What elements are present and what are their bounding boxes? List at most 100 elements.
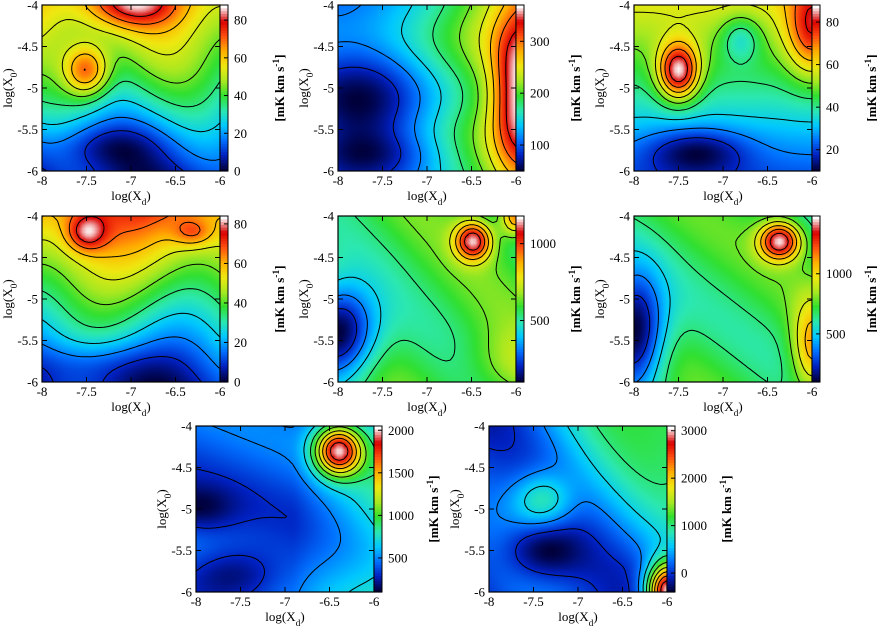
colorbar-step xyxy=(516,29,524,34)
colorbar-step xyxy=(667,489,675,493)
colorbar-tick-label: 2000 xyxy=(388,423,414,438)
colorbar-step xyxy=(516,63,524,67)
colorbar-frame xyxy=(811,215,821,383)
colorbar-step xyxy=(374,544,382,549)
contour-level-8 xyxy=(764,228,794,255)
colorbar-step xyxy=(220,276,228,281)
colorbar-step xyxy=(516,151,524,155)
colorbar-step xyxy=(516,71,524,75)
colorbar-step xyxy=(812,357,820,361)
colorbar-step xyxy=(220,221,228,225)
heatmap-field xyxy=(42,5,220,171)
colorbar-step xyxy=(812,254,820,259)
colorbar-step xyxy=(667,437,675,441)
colorbar-step xyxy=(812,351,820,355)
colorbar-step xyxy=(374,506,382,510)
colorbar-step xyxy=(220,107,228,111)
colorbar-step xyxy=(220,27,228,31)
colorbar-step xyxy=(220,334,228,339)
colorbar-step xyxy=(812,365,820,369)
colorbar-unit-label: [mK km s-1] xyxy=(719,475,734,542)
colorbar-step xyxy=(516,52,524,56)
colorbar-step xyxy=(812,32,820,37)
colorbar-step xyxy=(516,118,524,122)
colorbar-step xyxy=(812,232,820,236)
colorbar-step xyxy=(812,5,820,9)
colorbar-step xyxy=(220,5,228,9)
x-tick-label: -8 xyxy=(37,173,48,188)
colorbar-tick-label: 60 xyxy=(826,57,839,72)
colorbar: 500 1000 1500 2000 [mK km s-1] xyxy=(373,423,441,593)
colorbar-step xyxy=(812,257,820,261)
heatmap-field xyxy=(338,5,516,171)
colorbar-step xyxy=(516,254,524,259)
colorbar-step xyxy=(220,74,228,78)
colorbar-step xyxy=(516,104,524,108)
colorbar-step xyxy=(374,492,382,496)
colorbar-step xyxy=(374,569,382,574)
colorbar-unit-label: [mK km s-1] xyxy=(568,54,583,121)
x-tick-label: -8 xyxy=(37,384,48,399)
colorbar-step xyxy=(812,101,820,106)
contour-level-6 xyxy=(634,4,813,98)
colorbar-step xyxy=(374,495,382,499)
colorbar-step xyxy=(220,159,228,164)
colorbar-step xyxy=(812,268,820,272)
colorbar-step xyxy=(812,93,820,97)
colorbar-step xyxy=(220,123,228,128)
colorbar-step xyxy=(220,359,228,364)
colorbar-step xyxy=(812,151,820,155)
x-tick-label: -8 xyxy=(333,173,344,188)
colorbar-step xyxy=(516,296,524,300)
colorbar-step xyxy=(220,76,228,81)
colorbar-step xyxy=(516,13,524,17)
colorbar-step xyxy=(812,373,820,378)
contour-level-9 xyxy=(329,442,349,461)
colorbar-step xyxy=(220,40,228,45)
colorbar-step xyxy=(812,218,820,223)
colorbar-step xyxy=(812,162,820,167)
colorbar-step xyxy=(516,154,524,158)
colorbar-step xyxy=(812,104,820,108)
colorbar-step xyxy=(812,21,820,25)
colorbar-step xyxy=(220,229,228,234)
colorbar-step xyxy=(374,525,382,529)
colorbar-step xyxy=(812,137,820,142)
colorbar-step xyxy=(516,146,524,150)
colorbar-step xyxy=(220,126,228,131)
contour-level-6 xyxy=(41,239,221,281)
colorbar-step xyxy=(516,96,524,100)
colorbar-tick-label: 500 xyxy=(530,313,550,328)
contour-level-5 xyxy=(633,17,813,104)
colorbar: 0 20 40 60 80 [mK km s-1] xyxy=(219,4,287,179)
x-tick-label: -8 xyxy=(484,594,495,609)
colorbar-step xyxy=(667,431,675,435)
contour-level-5 xyxy=(41,38,221,98)
colorbar-step xyxy=(812,359,820,364)
colorbar-step xyxy=(516,376,524,380)
colorbar-step xyxy=(516,235,524,239)
colorbar-step xyxy=(374,450,382,455)
colorbar-step xyxy=(220,290,228,295)
colorbar-step xyxy=(516,323,524,328)
colorbar-step xyxy=(516,257,524,261)
colorbar-tick-label: 80 xyxy=(234,216,247,231)
colorbar-step xyxy=(667,583,675,588)
colorbar-step xyxy=(374,542,382,546)
colorbar-step xyxy=(220,49,228,53)
colorbar-step xyxy=(220,246,228,250)
colorbar-step xyxy=(667,450,675,455)
colorbar-step xyxy=(667,572,675,576)
y-tick-label: -6 xyxy=(27,375,38,390)
contour-level-2 xyxy=(337,4,422,172)
colorbar-step xyxy=(667,544,675,549)
colorbar-step xyxy=(220,99,228,103)
colorbar-step xyxy=(667,522,675,527)
y-tick-label: -4 xyxy=(27,209,38,224)
colorbar-step xyxy=(220,57,228,61)
colorbar-step xyxy=(812,318,820,322)
colorbar-step xyxy=(516,337,524,342)
colorbar-step xyxy=(812,312,820,317)
colorbar-step xyxy=(220,265,228,270)
x-tick-label: -7 xyxy=(718,173,729,188)
